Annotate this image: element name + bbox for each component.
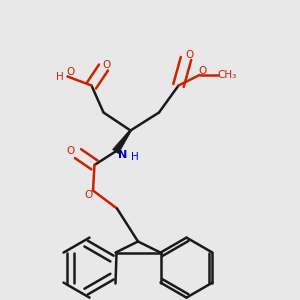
Text: N: N [118, 149, 127, 160]
Text: H: H [56, 71, 64, 82]
Text: CH₃: CH₃ [218, 70, 237, 80]
Polygon shape [112, 130, 131, 154]
Text: O: O [84, 190, 93, 200]
Text: O: O [102, 59, 111, 70]
Text: O: O [185, 50, 193, 61]
Text: O: O [66, 146, 75, 156]
Text: O: O [198, 66, 207, 76]
Text: O: O [66, 67, 75, 77]
Text: H: H [131, 152, 139, 162]
